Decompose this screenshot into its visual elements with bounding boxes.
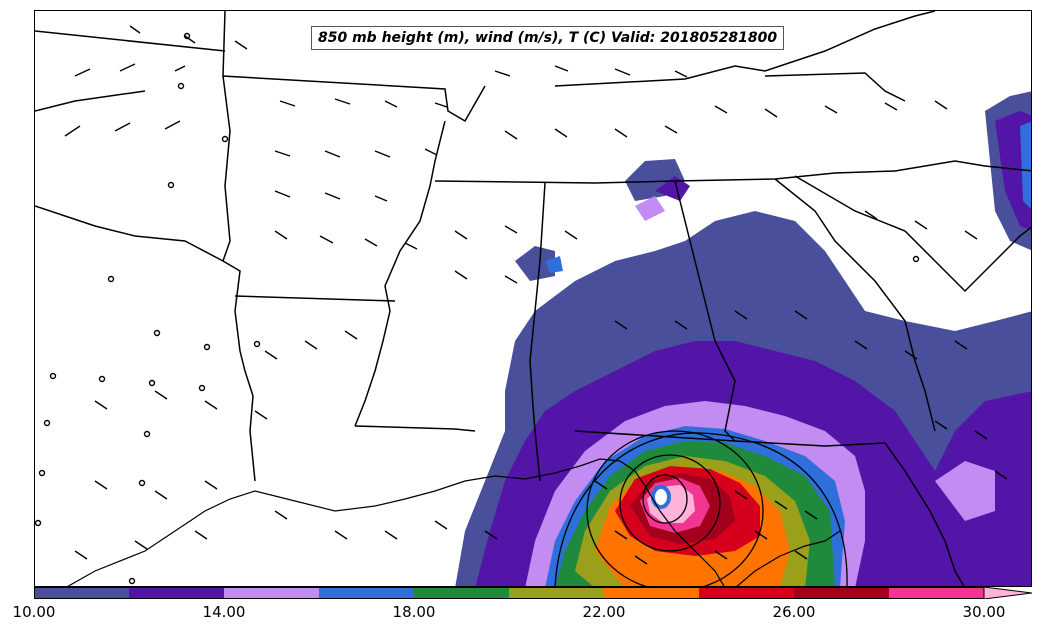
colorbar-outline bbox=[34, 587, 985, 599]
colorbar-bin bbox=[224, 587, 319, 599]
colorbar-extend-arrow bbox=[983, 587, 1032, 599]
colorbar-bin bbox=[129, 587, 224, 599]
map-canvas bbox=[35, 11, 1031, 586]
colorbar-bin bbox=[414, 587, 509, 599]
colorbar-bin bbox=[509, 587, 604, 599]
colorbar-tick-label: 18.00 bbox=[392, 603, 436, 621]
colorbar-bin bbox=[794, 587, 889, 599]
colorbar-bin bbox=[889, 587, 984, 599]
state-boundaries bbox=[35, 11, 1031, 586]
colorbar-bin bbox=[604, 587, 699, 599]
map-title: 850 mb height (m), wind (m/s), T (C) Val… bbox=[311, 26, 785, 50]
colorbar-tick-label: 14.00 bbox=[202, 603, 246, 621]
wind-barbs bbox=[64, 25, 1008, 565]
wind-speed-fill bbox=[455, 91, 1031, 586]
colorbar-tick-label: 26.00 bbox=[772, 603, 816, 621]
colorbar-tick-label: 22.00 bbox=[582, 603, 626, 621]
colorbar-tick-label: 10.00 bbox=[12, 603, 56, 621]
colorbar-tick-label: 30.00 bbox=[962, 603, 1006, 621]
colorbar-bin bbox=[34, 587, 129, 599]
height-contours bbox=[554, 430, 848, 586]
calm-wind-markers bbox=[35, 32, 920, 585]
coastline bbox=[67, 458, 841, 586]
colorbar bbox=[34, 587, 1032, 599]
map-panel: 850 mb height (m), wind (m/s), T (C) Val… bbox=[34, 10, 1032, 587]
colorbar-swatches bbox=[34, 587, 1032, 599]
colorbar-bin bbox=[319, 587, 414, 599]
colorbar-bin bbox=[699, 587, 794, 599]
